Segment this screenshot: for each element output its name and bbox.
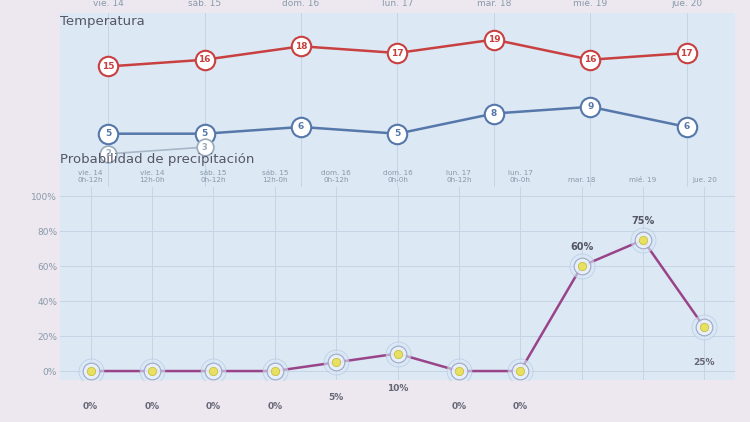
Text: 5: 5: [105, 129, 111, 138]
Text: Probabilidad de precipitación: Probabilidad de precipitación: [60, 153, 254, 166]
Text: 5: 5: [202, 129, 208, 138]
Text: 10%: 10%: [387, 384, 408, 393]
Text: 0%: 0%: [206, 402, 221, 411]
Text: 19: 19: [488, 35, 500, 44]
Text: 0%: 0%: [452, 402, 466, 411]
Text: 16: 16: [584, 55, 596, 64]
Text: 5: 5: [394, 129, 400, 138]
Text: 6: 6: [684, 122, 690, 132]
Text: 25%: 25%: [694, 358, 715, 367]
Text: 0%: 0%: [267, 402, 282, 411]
Text: 17: 17: [680, 49, 693, 57]
Text: 5%: 5%: [328, 393, 344, 402]
Text: 17: 17: [392, 49, 404, 57]
Text: Temperatura: Temperatura: [60, 15, 145, 28]
Text: 0%: 0%: [513, 402, 528, 411]
Text: 2: 2: [105, 149, 111, 158]
Text: 15: 15: [102, 62, 115, 71]
Text: 0%: 0%: [83, 402, 98, 411]
Text: 6: 6: [298, 122, 304, 132]
Text: 8: 8: [490, 109, 497, 118]
Text: 3: 3: [202, 143, 208, 151]
Text: 16: 16: [199, 55, 211, 64]
Text: 18: 18: [295, 42, 307, 51]
Text: 9: 9: [587, 102, 593, 111]
Text: 75%: 75%: [632, 216, 655, 226]
Text: 0%: 0%: [145, 402, 160, 411]
Text: 60%: 60%: [570, 242, 593, 252]
